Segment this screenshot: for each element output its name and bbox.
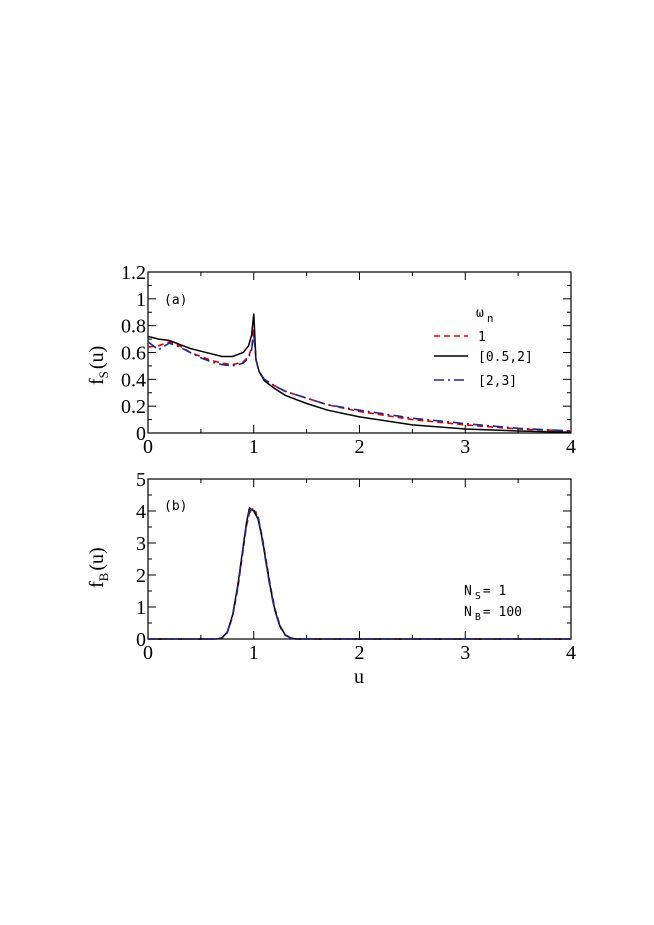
panel-a-xtick-label: 3 (460, 436, 470, 458)
panel-b-xlabel: u (354, 666, 364, 688)
panel-b-xtick-label: 2 (355, 642, 365, 664)
legend-label-2: [2,3] (478, 374, 517, 389)
panel-b-xtick-label: 0 (143, 642, 153, 664)
panel-a-xtick-label: 1 (249, 436, 259, 458)
panel-a-xtick-label: 0 (143, 436, 153, 458)
panel-b-ytick-label: 0 (136, 629, 146, 651)
panel-a-xtick-label: 4 (566, 436, 576, 458)
legend-label-1: [0.5,2] (478, 350, 533, 365)
panel-a-xtick-label: 2 (355, 436, 365, 458)
panel-b-xtick-label: 1 (249, 642, 259, 664)
panel-b-xtick-label: 3 (460, 642, 470, 664)
panel-a-ytick-label: 0.4 (121, 369, 146, 391)
annotation-nb: N B = 100 (464, 605, 522, 623)
panel-a-ylabel: fS(u) (86, 346, 111, 385)
panel-a-ytick-label: 0.6 (121, 343, 146, 365)
panel-b-label: (b) (164, 499, 187, 514)
panel-b-series-2 (148, 507, 571, 640)
annotation-ns: N S = 1 (464, 584, 506, 602)
panel-a-ytick-label: 1 (136, 289, 146, 311)
panel-a-series-2 (147, 333, 572, 432)
panel-b-ytick-label: 2 (136, 565, 146, 587)
panel-b-ytick-label: 3 (136, 533, 146, 555)
panel-b-ylabel: fB(u) (86, 547, 111, 588)
panel-b-xtick-label: 4 (566, 642, 576, 664)
panel-a-ytick-label: 0.2 (121, 396, 146, 418)
panel-a-label: (a) (164, 293, 187, 308)
panel-a-ytick-label: 0.8 (121, 316, 146, 338)
panel-b-ytick-label: 1 (136, 597, 146, 619)
panel-a-ytick-label: 0 (136, 423, 146, 445)
panel-a-series-1 (147, 313, 572, 434)
legend-label-0: 1 (478, 330, 486, 345)
panel-b-ytick-label: 4 (136, 501, 146, 523)
panel-b-ytick-label: 5 (136, 469, 146, 491)
panel-a-ylabel-main: fS(u) (86, 346, 111, 385)
panel-a-ytick-label: 1.2 (121, 262, 146, 284)
panel-b: 0 1 2 3 4 0 1 2 3 4 5 (b) fB(u) u N S = 1 N B = 100 (86, 469, 576, 688)
